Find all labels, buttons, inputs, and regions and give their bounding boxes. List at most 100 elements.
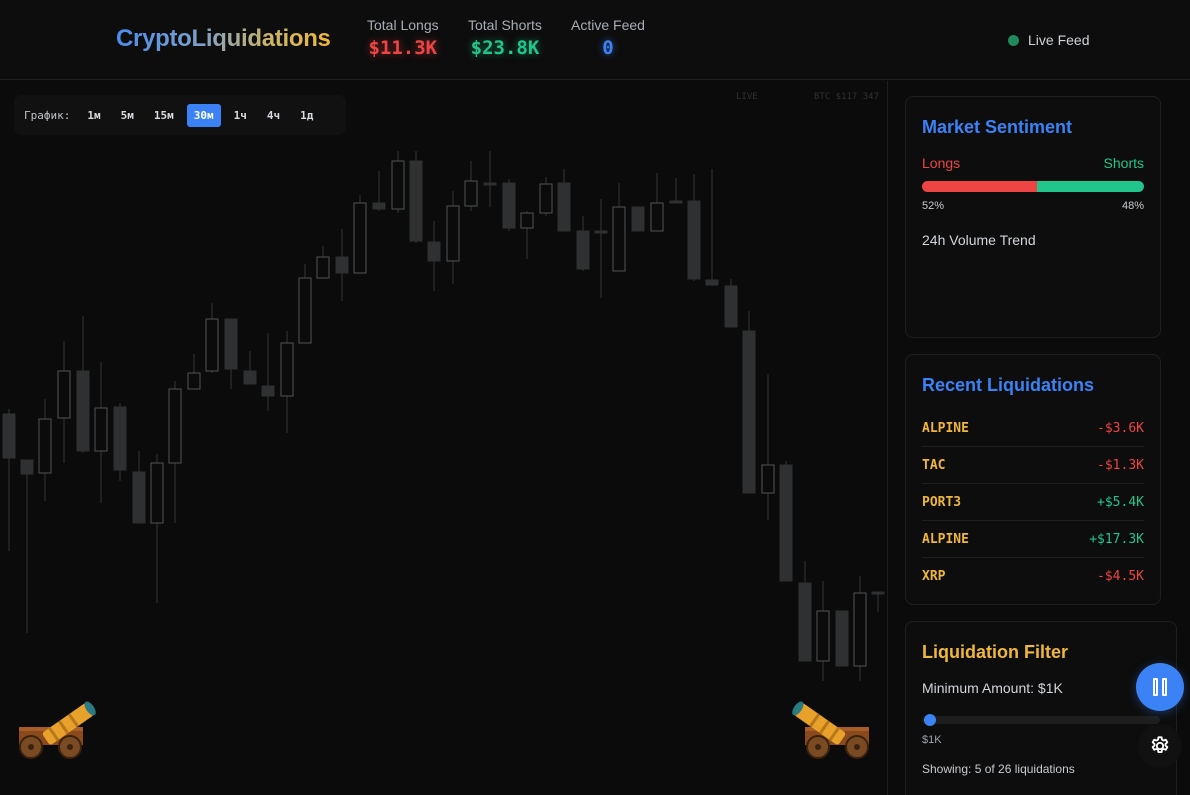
liquidation-list: ALPINE -$3.6K TAC -$1.3K PORT3 +$5.4K AL… (922, 410, 1144, 595)
candle-body (612, 206, 626, 272)
sentiment-percents: 52% 48% (922, 200, 1144, 212)
showing-count: Showing: 5 of 26 liquidations (922, 762, 1075, 776)
candle-body (2, 413, 16, 459)
candle-body (539, 183, 553, 214)
timeframe-label: График: (24, 108, 71, 122)
longs-label: Longs (922, 155, 961, 171)
candlestick-chart[interactable]: График: 1м 5м 15м 30м 1ч 4ч 1д LIVE BTC … (0, 81, 888, 795)
candle-body (502, 182, 516, 229)
list-item[interactable]: TAC -$1.3K (922, 447, 1144, 484)
app-logo[interactable]: CryptoLiquidations (116, 25, 331, 52)
candlestick-canvas[interactable] (0, 81, 888, 795)
stat-label: Total Shorts (468, 17, 542, 33)
live-feed-label: Live Feed (1028, 32, 1090, 48)
timeframe-15m-button[interactable]: 15м (153, 108, 174, 122)
live-feed-indicator: Live Feed (1008, 32, 1089, 48)
timeframe-1h-button[interactable]: 1ч (233, 108, 247, 122)
candle-body (20, 459, 34, 475)
timeframe-30m-button[interactable]: 30м (186, 103, 221, 127)
candle-body (243, 370, 257, 385)
candle-body (132, 471, 146, 524)
candle-body (594, 230, 608, 234)
liquidation-amount: -$4.5K (1097, 569, 1144, 584)
gear-icon (1151, 736, 1169, 754)
pause-button[interactable] (1136, 663, 1184, 711)
candle-body (853, 592, 867, 667)
minimum-amount-slider[interactable] (922, 714, 1160, 726)
volume-trend-label: 24h Volume Trend (922, 232, 1036, 248)
liquidation-amount: -$3.6K (1097, 420, 1144, 436)
sentiment-labels: Longs Shorts (922, 155, 1144, 171)
stat-value: 0 (602, 37, 614, 59)
candle-body (298, 277, 312, 344)
candle-body (205, 318, 219, 372)
candle-body (520, 212, 534, 229)
list-item[interactable]: XRP -$4.5K (922, 558, 1144, 595)
timeframe-1d-button[interactable]: 1д (300, 108, 314, 122)
shorts-percent: 48% (1121, 200, 1144, 212)
liquidation-symbol: ALPINE (922, 531, 969, 547)
sentiment-bar (922, 181, 1144, 192)
stat-active-feed: Active Feed 0 (571, 17, 645, 59)
minimum-amount-label: Minimum Amount: $1K (922, 680, 1063, 696)
candle-body (38, 418, 52, 474)
cannon-icon (19, 701, 96, 759)
candle-body (816, 610, 830, 662)
liquidation-amount: +$17.3K (1089, 531, 1144, 547)
candle-body (113, 406, 127, 471)
faint-price-label: BTC $117 347 (814, 92, 880, 102)
candle-body (57, 370, 71, 419)
list-item[interactable]: ALPINE -$3.6K (922, 410, 1144, 447)
candle-body (557, 182, 571, 232)
candle-body (187, 372, 201, 390)
candle-body (631, 206, 645, 232)
longs-percent: 52% (922, 200, 945, 212)
stat-total-shorts: Total Shorts $23.8K (468, 17, 542, 59)
candle-body (483, 182, 497, 186)
liquidation-symbol: ALPINE (922, 420, 969, 436)
candle-body (76, 370, 90, 452)
slider-handle[interactable] (924, 714, 936, 726)
candle-body (446, 205, 460, 262)
settings-button[interactable] (1138, 724, 1182, 768)
stat-value: $23.8K (470, 37, 540, 59)
stat-value: $11.3K (368, 37, 438, 59)
timeframe-1m-button[interactable]: 1м (87, 108, 101, 122)
stat-label: Active Feed (571, 17, 645, 33)
status-dot-icon (1008, 34, 1019, 46)
candle-body (464, 180, 478, 207)
recent-liquidations-panel: Recent Liquidations ALPINE -$3.6K TAC -$… (905, 354, 1161, 605)
candle-body (669, 200, 683, 204)
candle-body (316, 256, 330, 279)
slider-range: $1K $ (922, 734, 1160, 746)
timeframe-4h-button[interactable]: 4ч (266, 108, 281, 122)
candle-body (391, 160, 405, 210)
liquidation-filter-panel: Liquidation Filter Minimum Amount: $1K $… (905, 621, 1177, 795)
panel-title: Market Sentiment (922, 117, 1073, 137)
list-item[interactable]: PORT3 +$5.4K (922, 484, 1144, 521)
candle-body (168, 388, 182, 464)
candle-body (335, 256, 349, 274)
cannon-icon (792, 701, 869, 759)
market-sentiment-panel: Market Sentiment Longs Shorts 52% 48% 24… (905, 96, 1161, 338)
candle-body (280, 342, 294, 397)
timeframe-5m-button[interactable]: 5м (120, 108, 134, 122)
candle-body (687, 200, 701, 280)
liquidation-amount: -$1.3K (1097, 457, 1144, 473)
candle-body (150, 462, 164, 524)
candle-body (835, 610, 849, 667)
candle-body (871, 591, 885, 595)
longs-bar-fill (922, 181, 1038, 192)
candle-body (742, 330, 756, 494)
stat-total-longs: Total Longs $11.3K (367, 17, 439, 59)
candle-body (724, 285, 738, 328)
list-item[interactable]: ALPINE +$17.3K (922, 521, 1144, 558)
pause-icon (1153, 678, 1158, 696)
app-header: CryptoLiquidations Total Longs $11.3K To… (0, 0, 1190, 80)
candle-body (779, 464, 793, 582)
candle-body (761, 464, 775, 494)
candle-body (372, 202, 386, 210)
candle-body (650, 202, 664, 232)
candle-body (798, 582, 812, 662)
pause-icon (1162, 678, 1167, 696)
